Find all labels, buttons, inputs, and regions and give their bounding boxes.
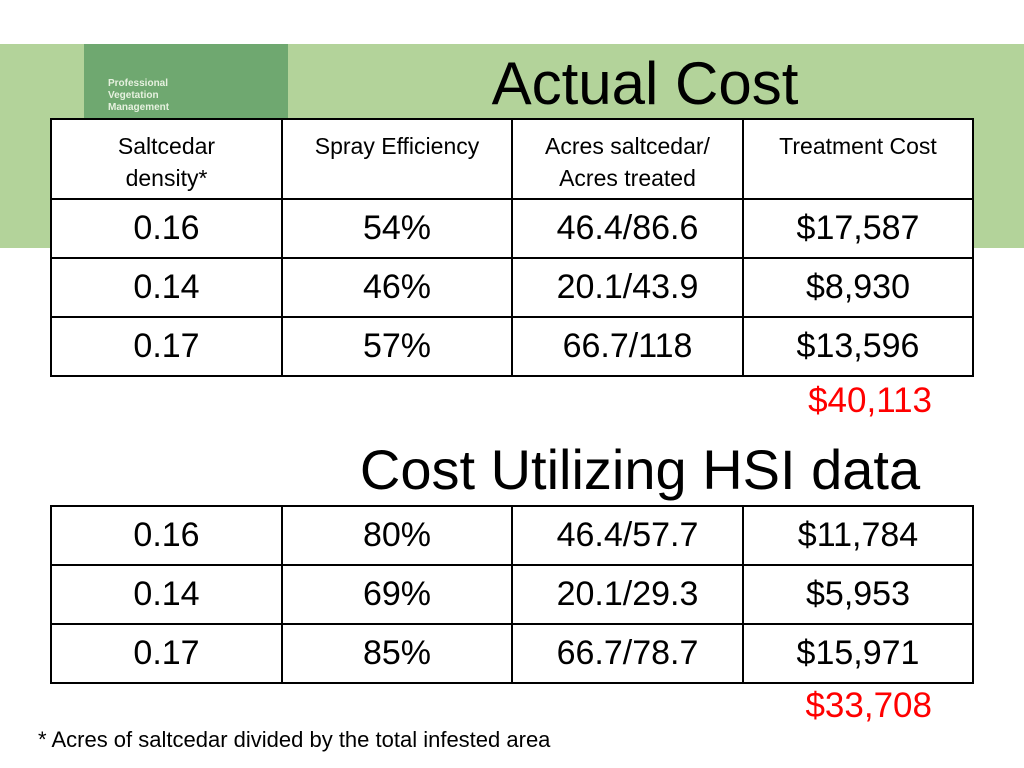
table-cell: $8,930	[742, 257, 974, 318]
logo-line: Professional	[108, 78, 169, 89]
header-spray-efficiency: Spray Efficiency	[281, 118, 513, 200]
table-cell: 20.1/43.9	[511, 257, 744, 318]
footnote: * Acres of saltcedar divided by the tota…	[38, 727, 551, 752]
table-row: 0.16 80% 46.4/57.7 $11,784	[50, 505, 974, 566]
table-cell: 46%	[281, 257, 513, 318]
actual-cost-title: Actual Cost	[491, 50, 799, 117]
header-line: Saltcedar	[117, 133, 216, 159]
table-row: 0.14 69% 20.1/29.3 $5,953	[50, 564, 974, 625]
header-line: Treatment Cost	[779, 133, 937, 159]
table-cell: 0.14	[50, 257, 283, 318]
logo-line: Management	[108, 102, 170, 113]
table-cell: $11,784	[742, 505, 974, 566]
actual-total: $40,113	[808, 381, 932, 420]
table-row: 0.14 46% 20.1/43.9 $8,930	[50, 257, 974, 318]
hsi-total: $33,708	[805, 686, 932, 725]
table-cell: 0.16	[50, 198, 283, 259]
table-cell: 0.14	[50, 564, 283, 625]
header-line: Acres saltcedar/	[545, 133, 710, 159]
table-row: 0.16 54% 46.4/86.6 $17,587	[50, 198, 974, 259]
table-cell: 46.4/86.6	[511, 198, 744, 259]
table-cell: 54%	[281, 198, 513, 259]
table-cell: $5,953	[742, 564, 974, 625]
logo-text: Professional Vegetation Management	[108, 78, 169, 114]
hsi-cost-title: Cost Utilizing HSI data	[359, 438, 921, 501]
table-cell: 0.17	[50, 316, 283, 377]
table-row: 0.17 57% 66.7/118 $13,596	[50, 316, 974, 377]
table-cell: 57%	[281, 316, 513, 377]
table-cell: 0.17	[50, 623, 283, 684]
table-cell: $13,596	[742, 316, 974, 377]
header-line: density*	[125, 165, 208, 191]
header-density: Saltcedar density*	[50, 118, 283, 200]
header-line: Acres treated	[559, 165, 696, 191]
table-header-row: Saltcedar density* Spray Efficiency Acre…	[50, 118, 974, 200]
header-acres: Acres saltcedar/ Acres treated	[511, 118, 744, 200]
table-cell: 66.7/118	[511, 316, 744, 377]
hsi-cost-table: 0.16 80% 46.4/57.7 $11,784 0.14 69% 20.1…	[50, 505, 974, 684]
table-cell: 66.7/78.7	[511, 623, 744, 684]
table-cell: 46.4/57.7	[511, 505, 744, 566]
table-cell: 69%	[281, 564, 513, 625]
table-row: 0.17 85% 66.7/78.7 $15,971	[50, 623, 974, 684]
header-line: Spray Efficiency	[314, 133, 480, 159]
table-cell: $15,971	[742, 623, 974, 684]
table-cell: 0.16	[50, 505, 283, 566]
table-cell: $17,587	[742, 198, 974, 259]
table-cell: 80%	[281, 505, 513, 566]
header-treatment-cost: Treatment Cost	[742, 118, 974, 200]
logo-line: Vegetation	[108, 90, 159, 101]
table-cell: 85%	[281, 623, 513, 684]
table-cell: 20.1/29.3	[511, 564, 744, 625]
actual-cost-table: Saltcedar density* Spray Efficiency Acre…	[50, 118, 974, 377]
